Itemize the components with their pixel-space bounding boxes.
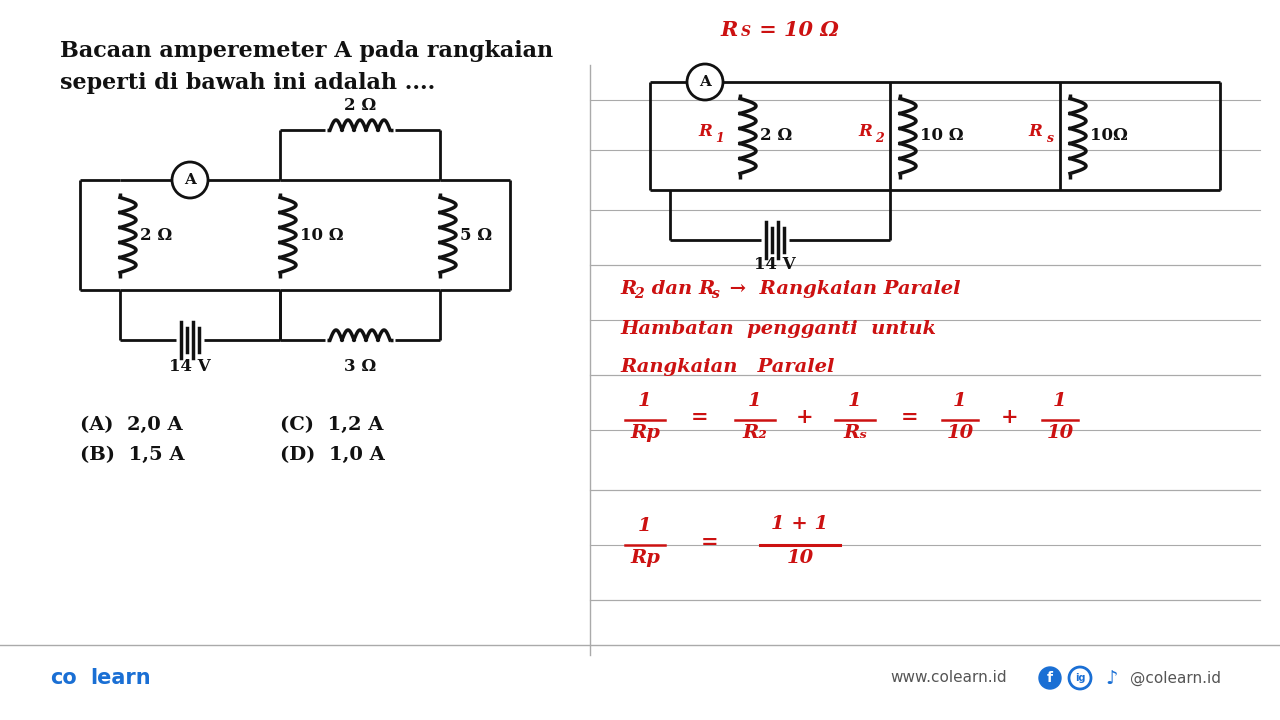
Text: 5 Ω: 5 Ω (460, 227, 492, 243)
Circle shape (1039, 667, 1061, 689)
Text: (A)  2,0 A: (A) 2,0 A (79, 416, 183, 434)
Text: 1: 1 (639, 517, 652, 535)
Text: 2 Ω: 2 Ω (344, 97, 376, 114)
Text: Rₛ: Rₛ (844, 424, 867, 442)
Text: (D)  1,0 A: (D) 1,0 A (280, 446, 385, 464)
Text: R: R (858, 122, 872, 140)
Text: →  Rangkaian Paralel: → Rangkaian Paralel (723, 280, 960, 298)
Text: ♪: ♪ (1106, 668, 1119, 688)
Text: 2: 2 (634, 287, 644, 301)
Text: =: = (701, 532, 719, 552)
Text: Rp: Rp (630, 549, 660, 567)
Text: R: R (1028, 122, 1042, 140)
Circle shape (687, 64, 723, 100)
Text: R: R (698, 280, 714, 298)
Text: 10 Ω: 10 Ω (920, 127, 964, 145)
Text: learn: learn (90, 668, 151, 688)
Text: 2 Ω: 2 Ω (140, 227, 173, 243)
Text: dan: dan (645, 280, 699, 298)
Text: 1: 1 (849, 392, 861, 410)
Text: = 10 Ω: = 10 Ω (753, 20, 838, 40)
Text: =: = (901, 407, 919, 427)
Text: 1: 1 (639, 392, 652, 410)
Text: 14 V: 14 V (169, 358, 211, 375)
Text: seperti di bawah ini adalah ....: seperti di bawah ini adalah .... (60, 72, 435, 94)
Text: 10: 10 (1046, 424, 1074, 442)
Text: 10: 10 (786, 549, 814, 567)
Text: 14 V: 14 V (754, 256, 796, 273)
Text: www.colearn.id: www.colearn.id (890, 670, 1006, 685)
Text: 1: 1 (1053, 392, 1066, 410)
Text: 10 Ω: 10 Ω (300, 227, 343, 243)
Text: =: = (691, 407, 709, 427)
Text: @colearn.id: @colearn.id (1130, 670, 1221, 685)
Circle shape (172, 162, 207, 198)
Text: Bacaan amperemeter A pada rangkaian: Bacaan amperemeter A pada rangkaian (60, 40, 553, 62)
Text: R: R (719, 20, 737, 40)
Text: 2 Ω: 2 Ω (760, 127, 792, 145)
Text: R: R (698, 122, 712, 140)
Text: 3 Ω: 3 Ω (344, 358, 376, 375)
Text: 10Ω: 10Ω (1091, 127, 1128, 145)
Text: Rangkaian   Paralel: Rangkaian Paralel (620, 358, 835, 376)
Text: 10: 10 (946, 424, 974, 442)
Text: Rp: Rp (630, 424, 660, 442)
Text: A: A (699, 75, 710, 89)
Text: 1: 1 (716, 132, 724, 145)
Text: f: f (1047, 671, 1053, 685)
Text: co: co (50, 668, 77, 688)
Text: 1 + 1: 1 + 1 (772, 515, 828, 533)
Text: 1: 1 (749, 392, 762, 410)
Text: +: + (1001, 407, 1019, 427)
Text: (B)  1,5 A: (B) 1,5 A (79, 446, 184, 464)
Text: s: s (712, 287, 719, 301)
Text: f: f (1046, 668, 1055, 688)
Text: 2: 2 (876, 132, 884, 145)
Text: R: R (620, 280, 636, 298)
Text: Hambatan  pengganti  untuk: Hambatan pengganti untuk (620, 320, 936, 338)
Text: A: A (184, 173, 196, 187)
Text: (C)  1,2 A: (C) 1,2 A (280, 416, 384, 434)
Text: ig: ig (1075, 673, 1085, 683)
Text: +: + (796, 407, 814, 427)
Text: S: S (741, 25, 751, 39)
Text: s: s (1047, 132, 1053, 145)
Text: 1: 1 (954, 392, 966, 410)
Text: R₂: R₂ (742, 424, 768, 442)
